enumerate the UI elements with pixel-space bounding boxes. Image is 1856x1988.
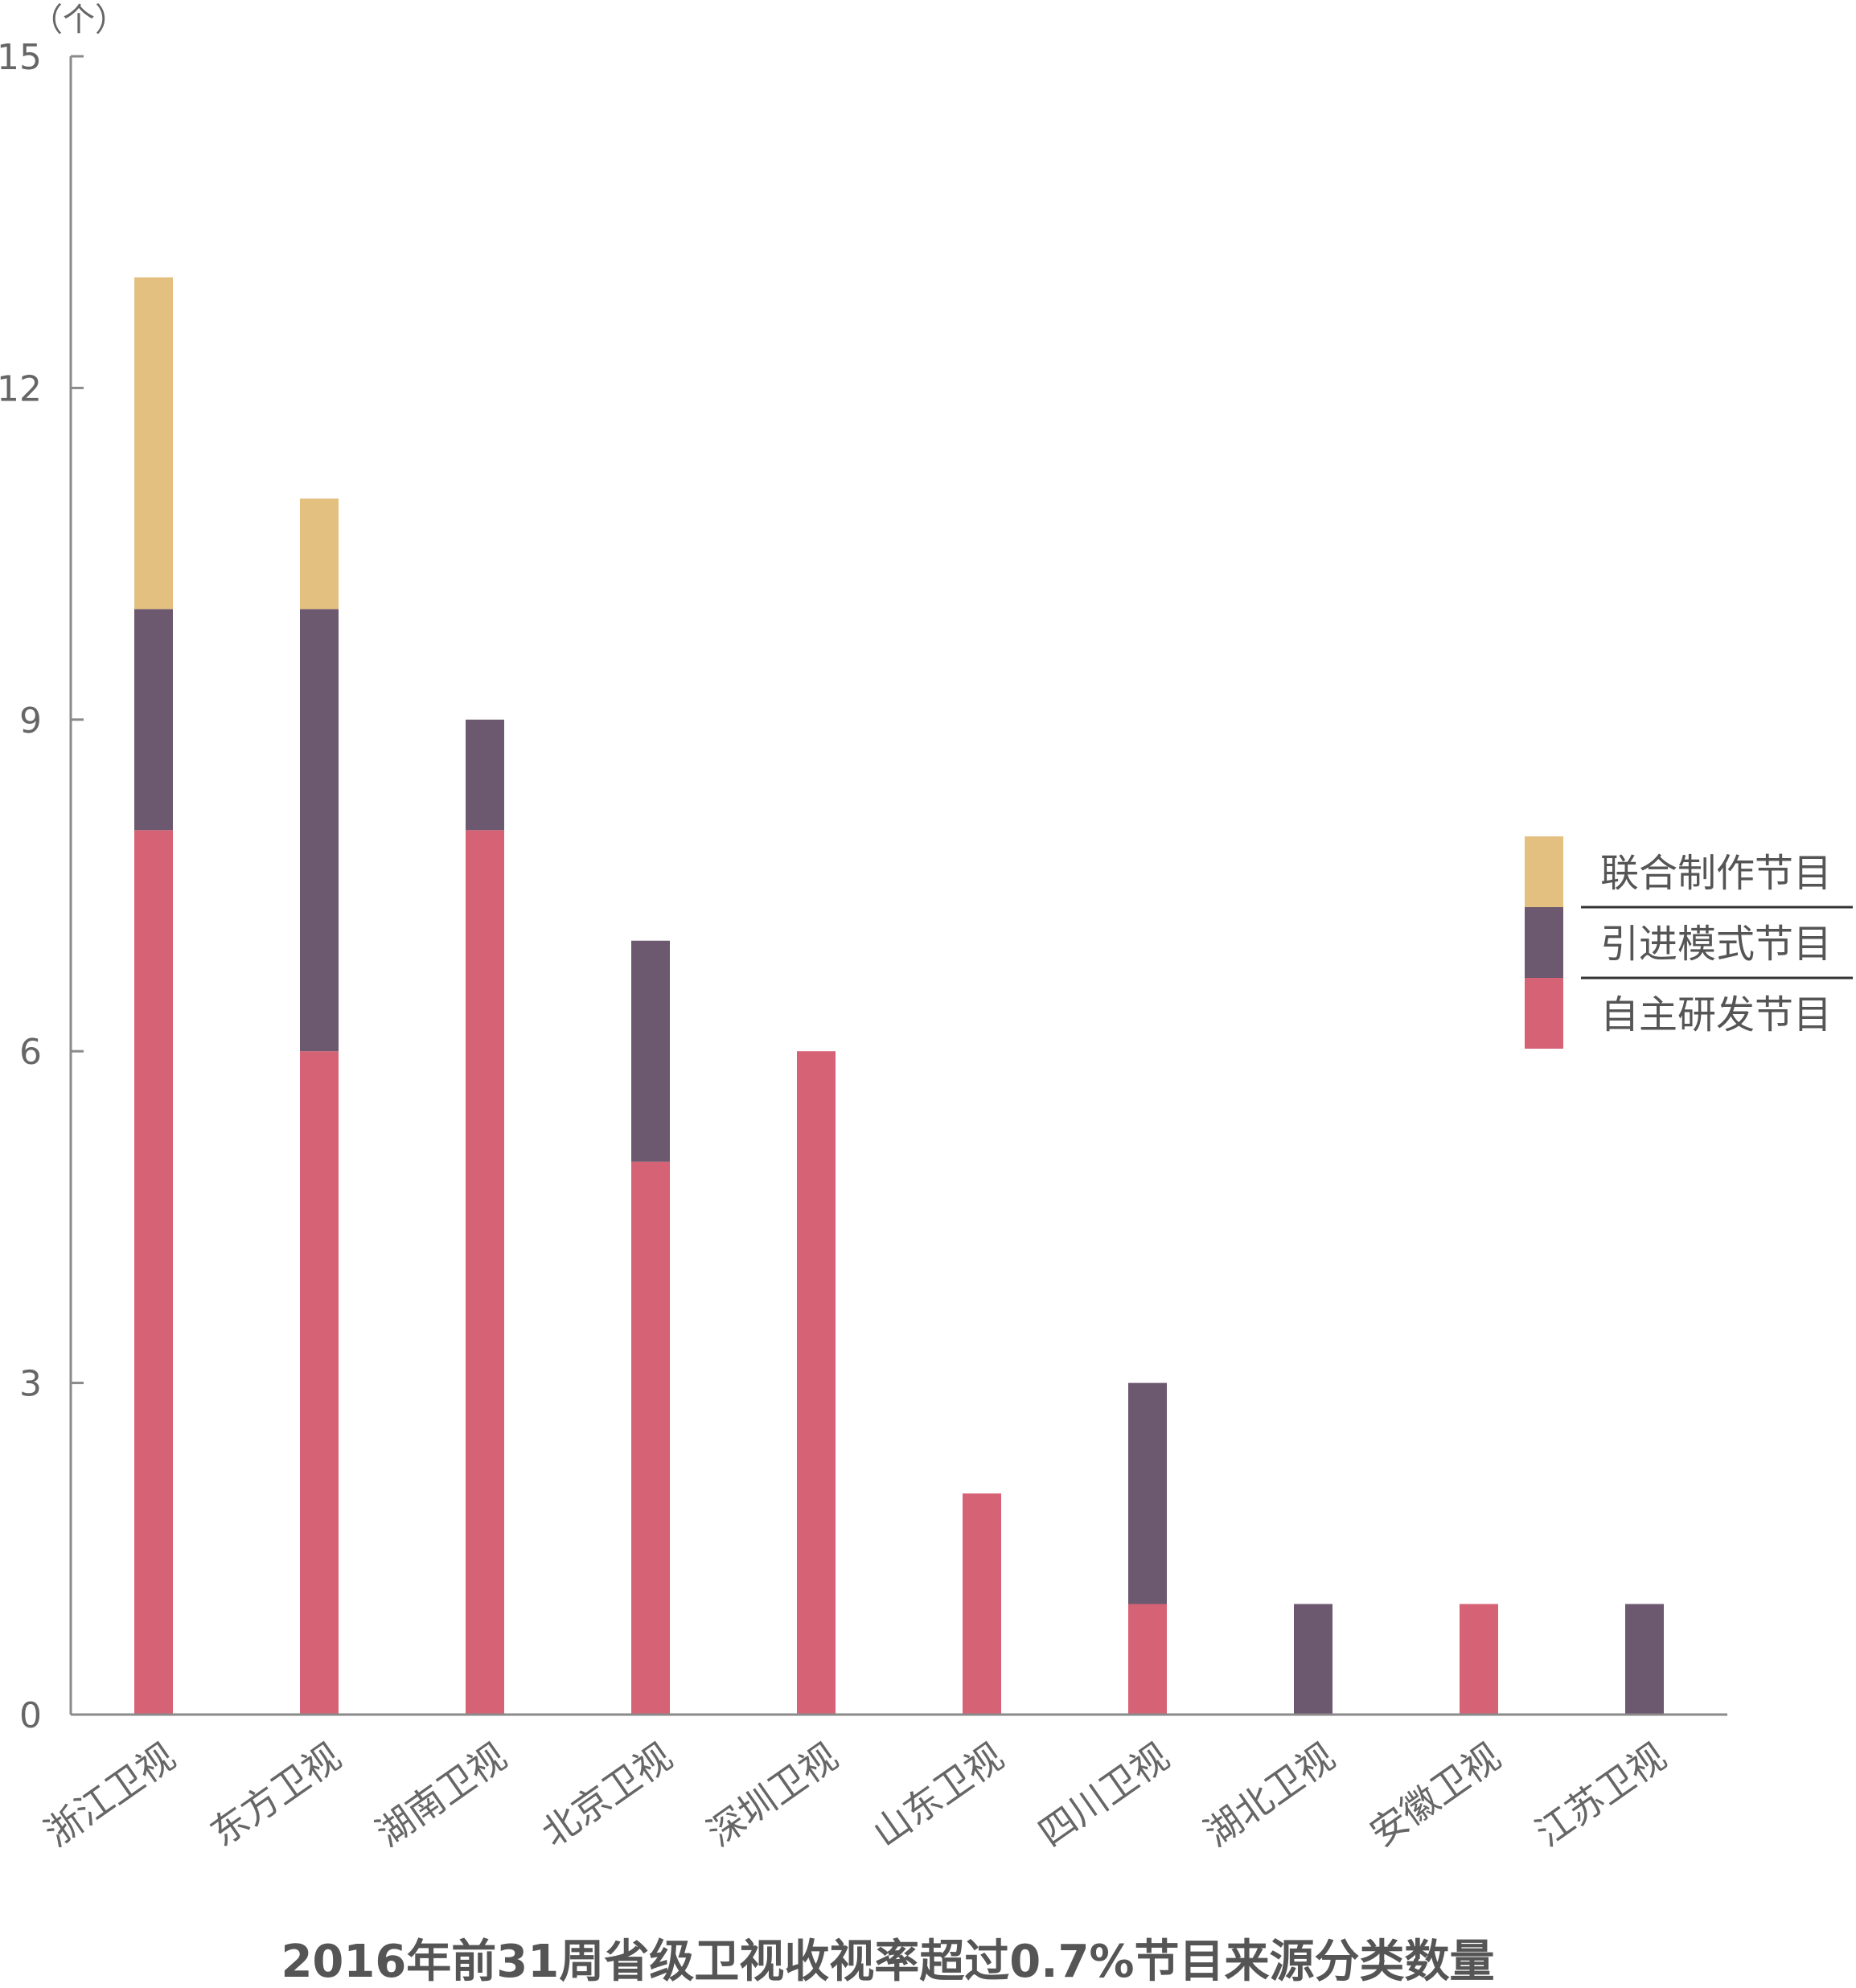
x-tick-label: 山东卫视 xyxy=(865,1735,1012,1855)
plot-area xyxy=(134,277,1664,1715)
x-tick-label: 东方卫视 xyxy=(203,1735,349,1855)
legend-swatch xyxy=(1525,907,1563,978)
bar-segment xyxy=(1294,1604,1332,1715)
y-tick-label: 9 xyxy=(19,700,42,741)
legend-label: 联合制作节目 xyxy=(1600,851,1832,896)
y-tick-label: 3 xyxy=(19,1364,42,1405)
x-tick-label: 深圳卫视 xyxy=(700,1735,846,1855)
bar-segment xyxy=(963,1493,1001,1715)
bar-segment xyxy=(134,277,173,610)
bar-segment xyxy=(1128,1604,1167,1715)
legend-label: 自主研发节目 xyxy=(1600,992,1832,1037)
bar-segment xyxy=(797,1051,836,1715)
bar-segment xyxy=(300,1051,339,1715)
x-axis: 浙江卫视 东方卫视 湖南卫视 北京卫视 深圳卫视 山东卫视 四川卫视 湖北卫视 安徽卫视 江苏卫视 xyxy=(37,1713,1727,1855)
bar-segment xyxy=(300,498,339,610)
bar-segment xyxy=(1460,1604,1498,1715)
x-tick-label: 北京卫视 xyxy=(534,1735,680,1855)
bar-segment xyxy=(300,609,339,1052)
bar-segment xyxy=(631,1161,670,1715)
bar-segment xyxy=(466,830,504,1715)
x-tick-label: 四川卫视 xyxy=(1031,1735,1177,1855)
y-tick-label: 15 xyxy=(0,37,42,78)
x-tick-label: 湖北卫视 xyxy=(1197,1735,1343,1855)
x-tick-label: 浙江卫视 xyxy=(37,1735,183,1855)
x-tick-label: 安徽卫视 xyxy=(1362,1735,1509,1855)
bar-segment xyxy=(134,609,173,831)
legend-label: 引进模式节目 xyxy=(1600,922,1832,967)
x-tick-label: 江苏卫视 xyxy=(1528,1735,1674,1855)
bar-segment xyxy=(1625,1604,1664,1715)
legend-swatch xyxy=(1525,978,1563,1049)
chart-title: 2016年前31周省级卫视收视率超过0.7%节目来源分类数量 xyxy=(281,1936,1494,1988)
y-axis: （个） 0 3 6 9 12 15 xyxy=(0,2,127,1736)
bar-segment xyxy=(466,719,504,831)
y-tick-label: 0 xyxy=(19,1695,42,1736)
bar-segment xyxy=(134,830,173,1715)
y-tick-label: 6 xyxy=(19,1032,42,1073)
y-tick-label: 12 xyxy=(0,368,42,409)
bar-segment xyxy=(1128,1382,1167,1604)
bar-segment xyxy=(631,940,670,1162)
y-axis-unit-label: （个） xyxy=(31,2,127,39)
x-tick-label: 湖南卫视 xyxy=(368,1735,515,1855)
legend-swatch xyxy=(1525,836,1563,907)
